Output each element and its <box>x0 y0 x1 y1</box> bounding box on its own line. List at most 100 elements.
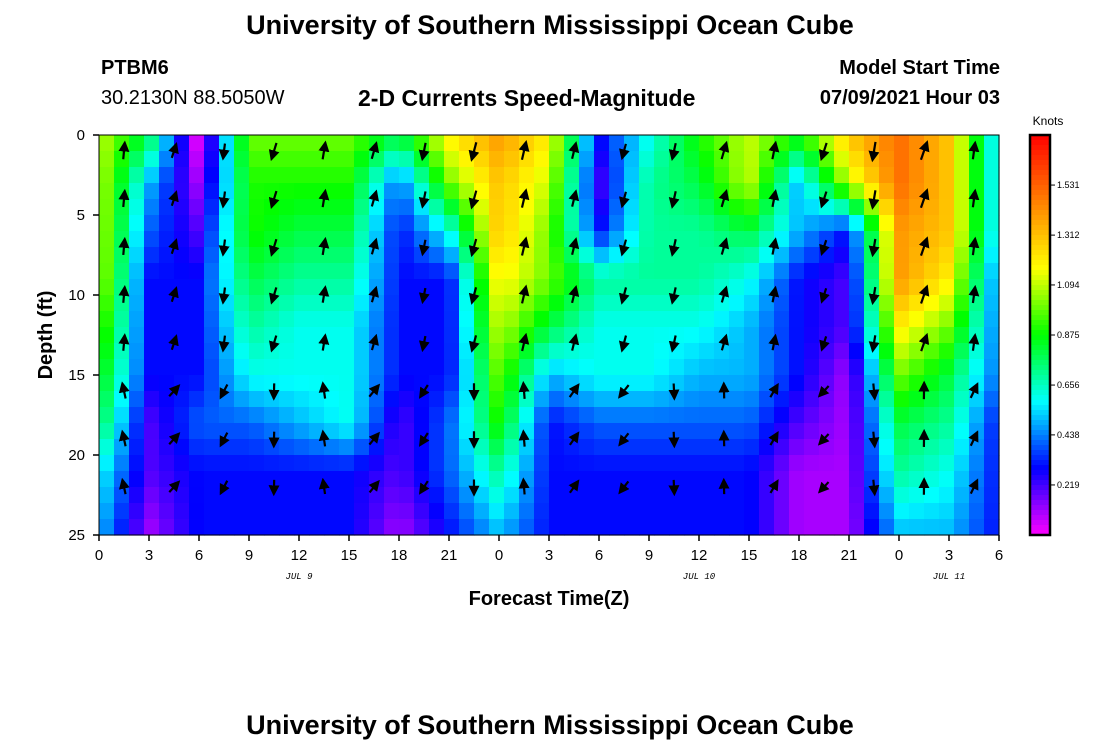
heatmap-cell <box>294 151 310 168</box>
current-vector <box>218 143 230 161</box>
heatmap-cell <box>99 311 115 328</box>
heatmap-cell <box>354 423 370 440</box>
heatmap-cell <box>99 295 115 312</box>
heatmap-cell <box>324 167 340 184</box>
x-tick-label: 6 <box>995 547 1003 564</box>
heatmap-cell <box>474 327 490 344</box>
heatmap-cell <box>954 231 970 248</box>
heatmap-cell <box>759 327 775 344</box>
current-vector <box>968 188 980 208</box>
heatmap-cell <box>804 167 820 184</box>
heatmap-cell <box>699 471 715 488</box>
heatmap-cell <box>159 263 175 280</box>
heatmap-cell <box>264 375 280 392</box>
heatmap-cell <box>699 135 715 152</box>
heatmap-cell <box>99 407 115 424</box>
heatmap-cell <box>984 135 1000 152</box>
heatmap-cell <box>564 295 580 312</box>
heatmap-cell <box>189 487 205 504</box>
date-label: JUL 9 <box>285 572 313 582</box>
heatmap-cell <box>744 407 760 424</box>
heatmap-cell <box>249 311 265 328</box>
y-tick-label: 5 <box>77 207 85 224</box>
heatmap-cell <box>324 391 340 408</box>
heatmap-cell <box>309 471 325 488</box>
heatmap-cell <box>594 279 610 296</box>
heatmap-cell <box>834 343 850 360</box>
heatmap-cell <box>624 439 640 456</box>
heatmap-cell <box>279 135 295 152</box>
heatmap-cell <box>564 263 580 280</box>
heatmap-cell <box>309 503 325 520</box>
heatmap-cell <box>534 231 550 248</box>
heatmap-cell <box>699 375 715 392</box>
heatmap-cell <box>219 423 235 440</box>
heatmap-cell <box>234 503 250 520</box>
heatmap-cell <box>504 391 520 408</box>
heatmap-cell <box>609 183 625 200</box>
colorbar-segment <box>1030 200 1050 206</box>
heatmap-cell <box>834 471 850 488</box>
heatmap-cell <box>909 231 925 248</box>
heatmap-cell <box>714 423 730 440</box>
heatmap-cell <box>984 263 1000 280</box>
current-vector <box>568 383 580 398</box>
heatmap-cell <box>384 327 400 344</box>
heatmap-cell <box>159 455 175 472</box>
heatmap-cell <box>684 231 700 248</box>
heatmap-cell <box>294 471 310 488</box>
heatmap-cell <box>864 231 880 248</box>
heatmap-cell <box>579 135 595 152</box>
current-vector <box>518 188 530 208</box>
heatmap-cell <box>594 391 610 408</box>
heatmap-cell <box>939 391 955 408</box>
heatmap-cell <box>519 519 535 536</box>
heatmap-cell <box>624 391 640 408</box>
heatmap-cell <box>399 455 415 472</box>
heatmap-cell <box>219 135 235 152</box>
heatmap-cell <box>654 263 670 280</box>
current-vector <box>318 477 330 495</box>
heatmap-cell <box>324 407 340 424</box>
heatmap-cell <box>99 359 115 376</box>
heatmap-cell <box>624 199 640 216</box>
current-vector <box>168 334 179 351</box>
heatmap-cell <box>234 215 250 232</box>
heatmap-cell <box>129 327 145 344</box>
heatmap-cell <box>684 519 700 536</box>
heatmap-cell <box>909 183 925 200</box>
heatmap-cell <box>729 407 745 424</box>
heatmap-cell <box>489 167 505 184</box>
heatmap-cell <box>894 199 910 216</box>
heatmap-cell <box>129 487 145 504</box>
heatmap-cell <box>909 439 925 456</box>
heatmap-cell <box>549 215 565 232</box>
colorbar-segment <box>1030 215 1050 221</box>
heatmap-cell <box>474 391 490 408</box>
heatmap-cell <box>789 503 805 520</box>
heatmap-cell <box>249 167 265 184</box>
heatmap-cell <box>414 215 430 232</box>
heatmap-cell <box>654 423 670 440</box>
heatmap-cell <box>594 295 610 312</box>
heatmap-cell <box>249 151 265 168</box>
heatmap-cell <box>204 231 220 248</box>
colorbar-segment <box>1030 230 1050 236</box>
heatmap-cell <box>129 167 145 184</box>
heatmap-cell <box>249 199 265 216</box>
heatmap-cell <box>309 311 325 328</box>
heatmap-cell <box>729 167 745 184</box>
current-vector <box>668 479 680 497</box>
heatmap-cell <box>444 407 460 424</box>
heatmap-cell <box>474 279 490 296</box>
heatmap-cell <box>114 295 130 312</box>
heatmap-cell <box>174 151 190 168</box>
heatmap-cell <box>714 247 730 264</box>
heatmap-cell <box>894 455 910 472</box>
heatmap-cell <box>669 391 685 408</box>
heatmap-cell <box>669 375 685 392</box>
heatmap-cell <box>969 375 985 392</box>
colorbar-segment <box>1030 275 1050 281</box>
heatmap-cell <box>744 199 760 216</box>
